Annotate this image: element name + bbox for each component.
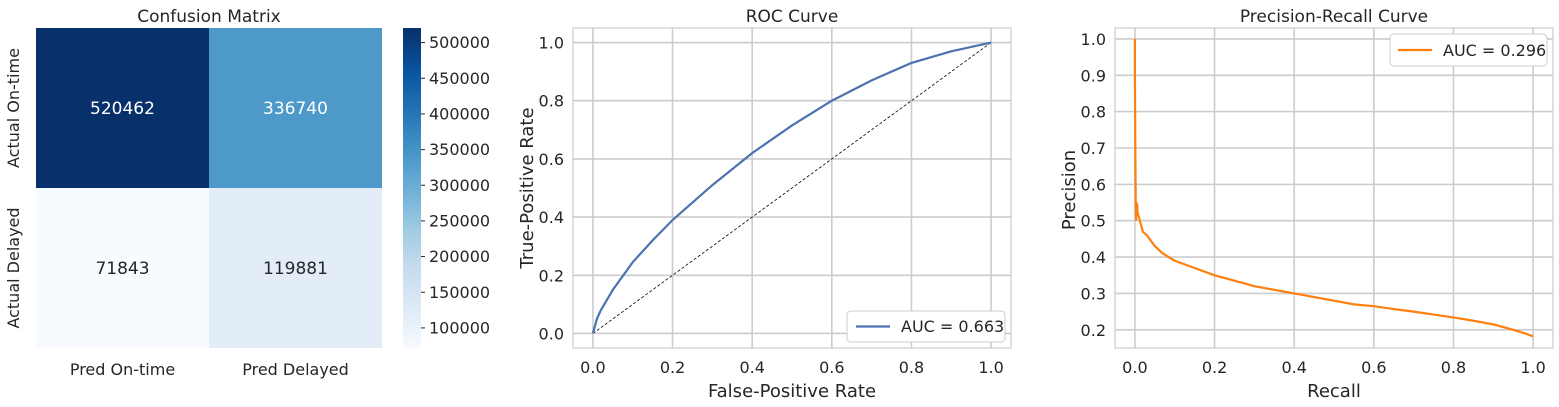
colorbar-tick-label: 400000 xyxy=(429,104,490,123)
roc-x-tick-label: 0.0 xyxy=(580,358,605,377)
pr-y-tick-label: 1.0 xyxy=(1081,30,1106,49)
pr-x-tick-label: 0.2 xyxy=(1202,358,1227,377)
heatmap-cell-value: 336740 xyxy=(263,99,328,119)
heatmap-cell xyxy=(36,28,209,188)
colorbar-tick-label: 350000 xyxy=(429,140,490,159)
heatmap-x-tick-label: Pred Delayed xyxy=(242,360,349,379)
roc-x-tick-label: 0.6 xyxy=(819,358,844,377)
colorbar-tick-label: 150000 xyxy=(429,283,490,302)
heatmap-cell xyxy=(36,188,209,348)
heatmap-y-tick-label: Actual On-time xyxy=(4,48,23,168)
precision-recall-panel: Precision-Recall Curve 0.0 0.2 0.4 0.6 0.8 1.… xyxy=(1059,7,1554,402)
roc-y-tick-label: 0.8 xyxy=(539,92,564,111)
roc-legend-box xyxy=(846,310,1006,343)
pr-y-tick-label: 0.9 xyxy=(1081,66,1106,85)
pr-x-tick-label: 1.0 xyxy=(1520,358,1545,377)
pr-x-tick-label: 0.6 xyxy=(1361,358,1386,377)
colorbar-tick-label: 200000 xyxy=(429,247,490,266)
roc-x-tick-label: 1.0 xyxy=(978,358,1003,377)
pr-x-tick-label: 0.0 xyxy=(1122,358,1147,377)
roc-legend-label: AUC = 0.663 xyxy=(901,317,1004,336)
heatmap-cell-value: 71843 xyxy=(95,259,149,279)
colorbar-tick-label: 450000 xyxy=(429,69,490,88)
pr-y-tick-label: 0.5 xyxy=(1081,212,1106,231)
heatmap-cell xyxy=(209,28,382,188)
heatmap-cell-value: 520462 xyxy=(90,99,155,119)
heatmap-cell xyxy=(209,188,382,348)
roc-y-tick-label: 1.0 xyxy=(539,34,564,53)
colorbar-tick-label: 500000 xyxy=(429,33,490,52)
pr-legend: AUC = 0.296 xyxy=(1389,33,1548,67)
colorbar-tick-label: 300000 xyxy=(429,176,490,195)
confusion-matrix-panel: Confusion Matrix 520462 336740 71843 119881… xyxy=(4,7,490,379)
pr-series-line xyxy=(1133,38,1534,338)
colorbar-tick-label: 250000 xyxy=(429,211,490,230)
roc-ylabel: True-Positive Rate xyxy=(517,107,538,269)
roc-y-tick-label: 0.4 xyxy=(539,208,564,227)
pr-y-tick-label: 0.3 xyxy=(1081,284,1106,303)
pr-y-tick-label: 0.6 xyxy=(1081,175,1106,194)
pr-legend-label: AUC = 0.296 xyxy=(1443,41,1546,60)
roc-x-tick-label: 0.2 xyxy=(660,358,685,377)
roc-frame xyxy=(572,27,1012,349)
roc-title: ROC Curve xyxy=(746,7,839,27)
pr-y-tick-label: 0.7 xyxy=(1081,139,1106,158)
colorbar xyxy=(403,28,421,348)
roc-y-tick-label: 0.2 xyxy=(539,266,564,285)
pr-y-tick-label: 0.8 xyxy=(1081,103,1106,122)
roc-xlabel: False-Positive Rate xyxy=(708,381,876,402)
pr-ylabel: Precision xyxy=(1059,150,1080,230)
heatmap-x-tick-label: Pred On-time xyxy=(70,360,175,379)
roc-y-tick-label: 0.0 xyxy=(539,324,564,343)
pr-y-tick-label: 0.2 xyxy=(1081,321,1106,340)
roc-panel: ROC Curve 0.0 0.2 0.4 0.6 0.8 1.0 0.0 0.2 0.4 0.6… xyxy=(517,7,1012,402)
roc-series-line xyxy=(591,41,992,334)
pr-xlabel: Recall xyxy=(1307,381,1361,402)
heatmap-title: Confusion Matrix xyxy=(137,7,281,27)
roc-legend: AUC = 0.663 xyxy=(846,310,1006,343)
roc-x-tick-label: 0.8 xyxy=(899,358,924,377)
pr-x-tick-label: 0.4 xyxy=(1281,358,1306,377)
pr-title: Precision-Recall Curve xyxy=(1240,7,1428,27)
pr-legend-box xyxy=(1389,33,1548,67)
colorbar-tick-label: 100000 xyxy=(429,318,490,337)
pr-frame xyxy=(1114,27,1554,349)
pr-y-tick-label: 0.4 xyxy=(1081,248,1106,267)
heatmap-cell-value: 119881 xyxy=(263,259,328,279)
roc-y-tick-label: 0.6 xyxy=(539,150,564,169)
roc-x-tick-label: 0.4 xyxy=(739,358,764,377)
heatmap-y-tick-label: Actual Delayed xyxy=(4,207,23,328)
pr-x-tick-label: 0.8 xyxy=(1441,358,1466,377)
roc-diagonal-reference-line xyxy=(592,42,992,334)
